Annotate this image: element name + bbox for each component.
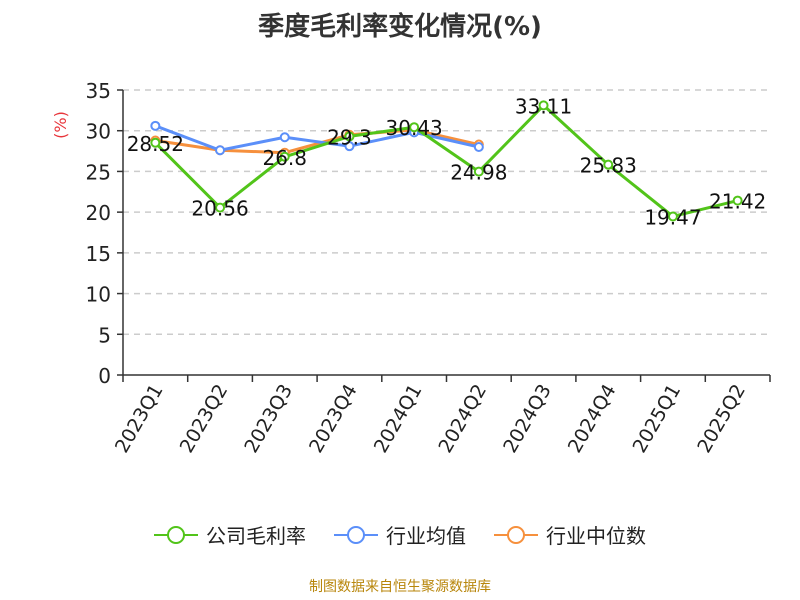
legend-label-industry-average: 行业均值 xyxy=(386,524,466,548)
y-tick-label: 30 xyxy=(86,120,111,144)
data-point xyxy=(215,202,226,213)
x-tick-label: 2025Q2 xyxy=(693,381,750,457)
data-point xyxy=(473,142,484,152)
x-tick-label: 2023Q1 xyxy=(111,381,168,457)
x-tick-label: 2025Q1 xyxy=(629,381,686,457)
legend-line-circle-icon xyxy=(334,525,378,544)
series-layer xyxy=(150,100,743,222)
data-point xyxy=(215,145,226,156)
data-label: 20.56 xyxy=(191,197,248,221)
data-label: 28.52 xyxy=(127,132,184,156)
y-tick-label: 20 xyxy=(86,201,111,225)
x-tick-label: 2023Q3 xyxy=(240,381,297,457)
data-point xyxy=(538,100,549,111)
data-label: 21.42 xyxy=(709,190,766,214)
legend: 公司毛利率 行业均值 行业中位数 xyxy=(0,520,800,549)
data-point xyxy=(732,195,743,206)
legend-line-circle-icon xyxy=(154,525,198,544)
data-point xyxy=(344,141,355,152)
y-tick-label: 0 xyxy=(98,364,111,388)
data-point xyxy=(344,131,355,142)
grid-layer xyxy=(123,89,770,336)
x-tick-label: 2023Q2 xyxy=(176,381,233,457)
data-label: 33.11 xyxy=(515,94,572,118)
x-tick-label: 2024Q3 xyxy=(499,381,556,457)
data-point xyxy=(603,159,614,170)
data-point xyxy=(409,122,420,133)
data-point xyxy=(279,132,290,143)
legend-item-industry-median[interactable]: 行业中位数 xyxy=(494,520,646,549)
data-label: 29.3 xyxy=(327,125,372,149)
legend-item-industry-average[interactable]: 行业均值 xyxy=(334,520,466,549)
x-tick-label: 2024Q1 xyxy=(370,381,427,457)
data-label: 19.47 xyxy=(644,205,701,229)
source-footer: 制图数据来自恒生聚源数据库 xyxy=(309,579,491,595)
x-tick-label: 2024Q4 xyxy=(564,381,621,457)
data-label: 30.43 xyxy=(386,116,443,140)
data-label: 26.8 xyxy=(262,146,307,170)
y-tick-label: 5 xyxy=(98,323,111,347)
data-point xyxy=(150,137,161,148)
chart-title: 季度毛利率变化情况(%) xyxy=(258,12,542,42)
y-tick-label: 25 xyxy=(86,160,111,184)
data-label: 24.98 xyxy=(450,161,507,185)
legend-line-circle-icon xyxy=(494,525,538,544)
data-label: 25.83 xyxy=(580,154,637,178)
series-line xyxy=(154,103,739,218)
data-label-layer: 28.52 20.56 26.8 29.3 30.43 24.98 33.11 25.83 19… xyxy=(127,94,767,229)
y-tick-label: 10 xyxy=(86,283,111,307)
legend-label-industry-median: 行业中位数 xyxy=(546,524,646,548)
legend-item-company[interactable]: 公司毛利率 xyxy=(154,520,306,549)
legend-label-company: 公司毛利率 xyxy=(206,524,306,548)
data-point xyxy=(667,211,678,222)
data-point xyxy=(150,120,161,131)
x-tick-label: 2023Q4 xyxy=(305,381,362,457)
series-line xyxy=(155,128,480,155)
data-point xyxy=(473,166,484,177)
y-tick-label: 15 xyxy=(86,242,111,266)
x-tick-label: 2024Q2 xyxy=(434,381,491,457)
y-tick-label: 35 xyxy=(86,79,111,103)
data-point xyxy=(279,151,290,162)
y-axis-unit-label: (%) xyxy=(51,111,70,139)
